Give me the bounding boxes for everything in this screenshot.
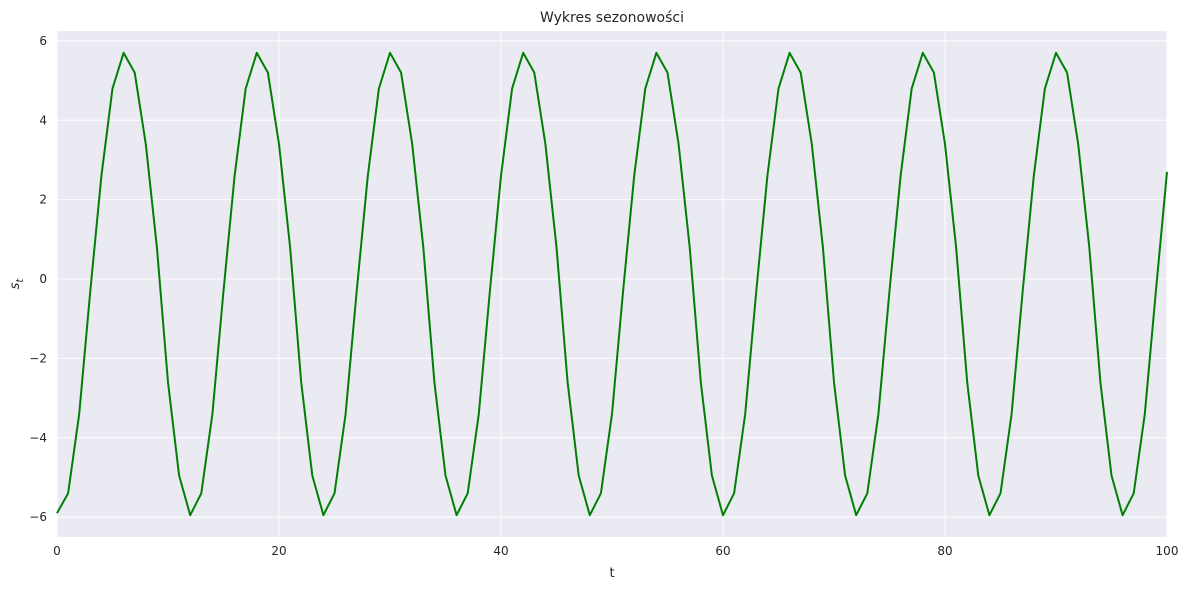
x-tick-label: 80 [937, 544, 952, 558]
seasonality-series-line [56, 51, 1168, 517]
y-tick-label: −4 [29, 431, 47, 445]
y-axis-label: st [8, 278, 26, 290]
y-tick-label: 4 [39, 113, 47, 127]
x-tick-label: 40 [493, 544, 508, 558]
y-tick-label: 0 [39, 272, 47, 286]
y-tick-label: −6 [29, 510, 47, 524]
x-tick-label: 20 [271, 544, 286, 558]
y-tick-label: −2 [29, 351, 47, 365]
y-axis-label-subscript: t [15, 278, 26, 283]
x-tick-label: 100 [1156, 544, 1179, 558]
y-tick-label: 6 [39, 34, 47, 48]
y-axis-label-main: s [8, 282, 23, 289]
x-tick-label: 0 [53, 544, 61, 558]
chart-title: Wykres sezonowości [540, 10, 684, 26]
grid-lines [56, 31, 1168, 537]
x-tick-label: 60 [715, 544, 730, 558]
y-axis-ticks: −6 −4 −2 0 2 4 6 [29, 34, 47, 524]
y-tick-label: 2 [39, 193, 47, 207]
x-axis-ticks: 0 20 40 60 80 100 [53, 544, 1178, 558]
x-axis-label: t [609, 566, 614, 581]
